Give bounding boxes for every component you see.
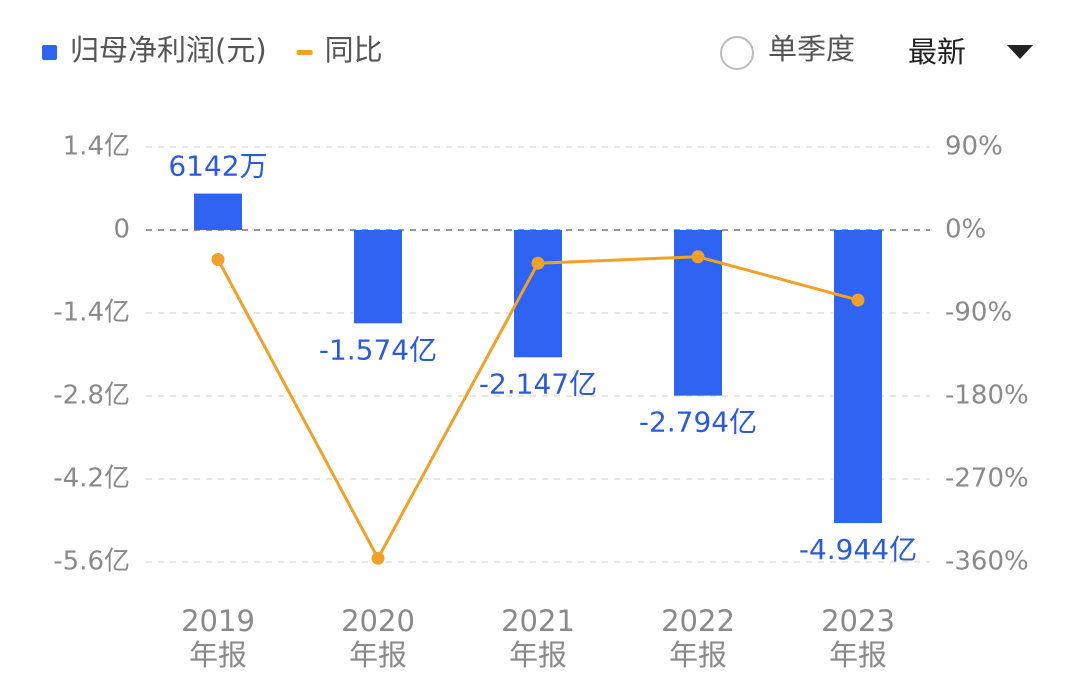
y-tick-label: 1.4亿 bbox=[63, 132, 130, 162]
line-point bbox=[531, 256, 545, 270]
y2-tick-label: -180% bbox=[945, 381, 1029, 411]
dropdown-arrow[interactable] bbox=[1007, 45, 1033, 59]
y2-tick-label: -360% bbox=[945, 547, 1029, 577]
y-tick-label: -2.8亿 bbox=[53, 381, 130, 411]
bar bbox=[834, 230, 882, 524]
radio-button[interactable] bbox=[720, 36, 754, 70]
bar bbox=[194, 193, 242, 230]
legend-label: 同比 bbox=[325, 33, 383, 67]
period-toggle[interactable]: 单季度 bbox=[768, 32, 855, 66]
y-tick-label: 0 bbox=[113, 215, 130, 245]
bar bbox=[354, 230, 402, 324]
data-label: -2.147亿 bbox=[479, 367, 597, 400]
y2-tick-label: -90% bbox=[945, 298, 1012, 328]
line-point bbox=[691, 250, 705, 264]
data-label: -4.944亿 bbox=[799, 533, 917, 566]
y-tick-label: -1.4亿 bbox=[53, 298, 130, 328]
legend-swatch bbox=[42, 45, 57, 60]
x-tick-label: 2023 年报 bbox=[821, 604, 895, 672]
legend-swatch bbox=[296, 50, 313, 55]
y2-tick-label: 90% bbox=[945, 132, 1003, 162]
data-label: -2.794亿 bbox=[639, 406, 757, 439]
x-tick-label: 2022 年报 bbox=[661, 604, 735, 672]
x-tick-label: 2020 年报 bbox=[341, 604, 415, 672]
sort-dropdown[interactable]: 最新 bbox=[908, 35, 966, 69]
legend-label: 归母净利润(元) bbox=[70, 33, 267, 67]
data-label: 6142万 bbox=[168, 150, 267, 183]
line-point bbox=[371, 551, 385, 565]
y-tick-label: -4.2亿 bbox=[53, 464, 130, 494]
y2-tick-label: 0% bbox=[945, 215, 986, 245]
y2-tick-label: -270% bbox=[945, 464, 1029, 494]
x-tick-label: 2019 年报 bbox=[181, 604, 255, 672]
line-point bbox=[851, 293, 865, 307]
y-tick-label: -5.6亿 bbox=[53, 547, 130, 577]
x-tick-label: 2021 年报 bbox=[501, 604, 575, 672]
line-point bbox=[211, 253, 225, 267]
data-label: -1.574亿 bbox=[319, 333, 437, 366]
